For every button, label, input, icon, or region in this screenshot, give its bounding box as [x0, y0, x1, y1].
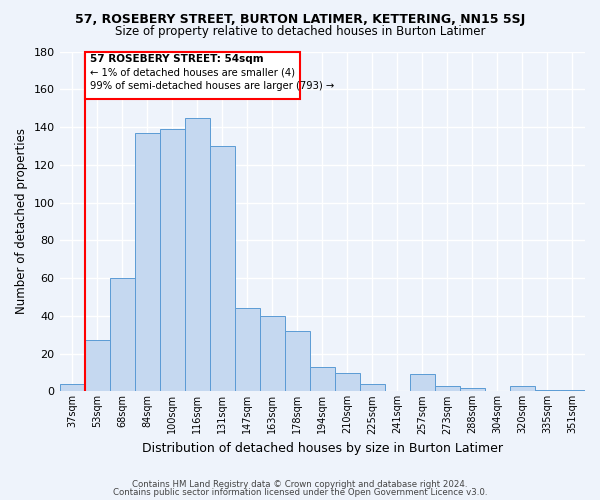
FancyBboxPatch shape — [85, 52, 300, 98]
Bar — [209, 146, 235, 392]
Bar — [160, 129, 185, 392]
Bar — [460, 388, 485, 392]
Bar — [134, 132, 160, 392]
Bar — [360, 384, 385, 392]
Y-axis label: Number of detached properties: Number of detached properties — [15, 128, 28, 314]
Bar — [410, 374, 435, 392]
Bar — [335, 372, 360, 392]
Bar — [260, 316, 285, 392]
Bar — [310, 367, 335, 392]
Bar — [59, 384, 85, 392]
Text: Size of property relative to detached houses in Burton Latimer: Size of property relative to detached ho… — [115, 25, 485, 38]
Bar — [285, 331, 310, 392]
Bar — [535, 390, 560, 392]
Text: Contains public sector information licensed under the Open Government Licence v3: Contains public sector information licen… — [113, 488, 487, 497]
Text: 99% of semi-detached houses are larger (793) →: 99% of semi-detached houses are larger (… — [89, 81, 334, 91]
Bar — [185, 118, 209, 392]
X-axis label: Distribution of detached houses by size in Burton Latimer: Distribution of detached houses by size … — [142, 442, 503, 455]
Text: ← 1% of detached houses are smaller (4): ← 1% of detached houses are smaller (4) — [89, 68, 295, 78]
Bar — [510, 386, 535, 392]
Bar — [435, 386, 460, 392]
Bar — [85, 340, 110, 392]
Text: Contains HM Land Registry data © Crown copyright and database right 2024.: Contains HM Land Registry data © Crown c… — [132, 480, 468, 489]
Bar — [235, 308, 260, 392]
Text: 57 ROSEBERY STREET: 54sqm: 57 ROSEBERY STREET: 54sqm — [89, 54, 263, 64]
Text: 57, ROSEBERY STREET, BURTON LATIMER, KETTERING, NN15 5SJ: 57, ROSEBERY STREET, BURTON LATIMER, KET… — [75, 12, 525, 26]
Bar — [560, 390, 585, 392]
Bar — [110, 278, 134, 392]
